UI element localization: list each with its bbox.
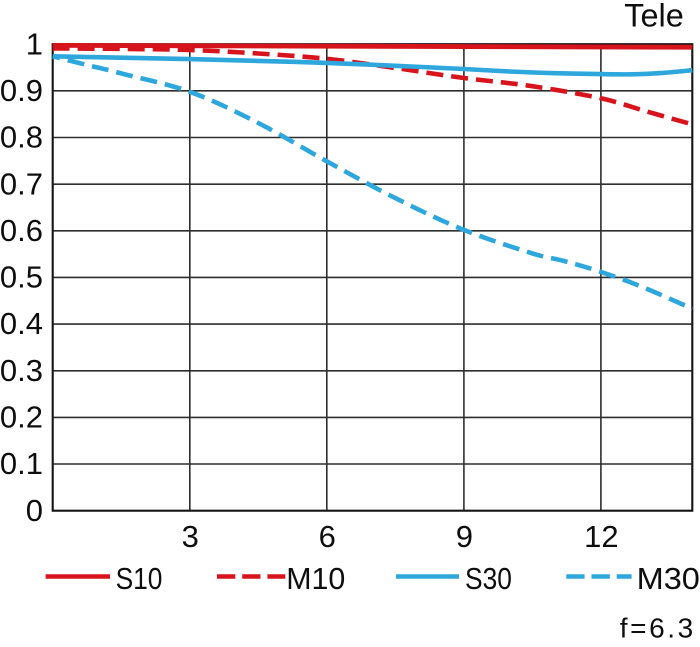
svg-text:0.4: 0.4	[0, 306, 43, 341]
svg-text:0.8: 0.8	[0, 120, 43, 155]
svg-text:0.2: 0.2	[0, 400, 43, 435]
svg-text:3: 3	[182, 519, 199, 554]
svg-text:6: 6	[319, 519, 336, 554]
svg-text:0.3: 0.3	[0, 353, 43, 388]
svg-text:0.1: 0.1	[0, 446, 43, 481]
svg-text:9: 9	[456, 519, 473, 554]
svg-text:1: 1	[26, 26, 43, 61]
svg-text:S10: S10	[116, 562, 163, 596]
svg-text:0.6: 0.6	[0, 213, 43, 248]
svg-text:12: 12	[584, 519, 618, 554]
svg-text:M10: M10	[286, 561, 345, 596]
svg-text:M30: M30	[637, 561, 700, 596]
svg-text:0: 0	[26, 493, 43, 528]
svg-text:0.9: 0.9	[0, 73, 43, 108]
svg-text:0.7: 0.7	[0, 166, 43, 201]
svg-text:S30: S30	[465, 562, 512, 596]
svg-text:f=6.3: f=6.3	[620, 613, 696, 644]
svg-text:0.5: 0.5	[0, 260, 43, 295]
svg-text:Tele: Tele	[624, 0, 684, 34]
